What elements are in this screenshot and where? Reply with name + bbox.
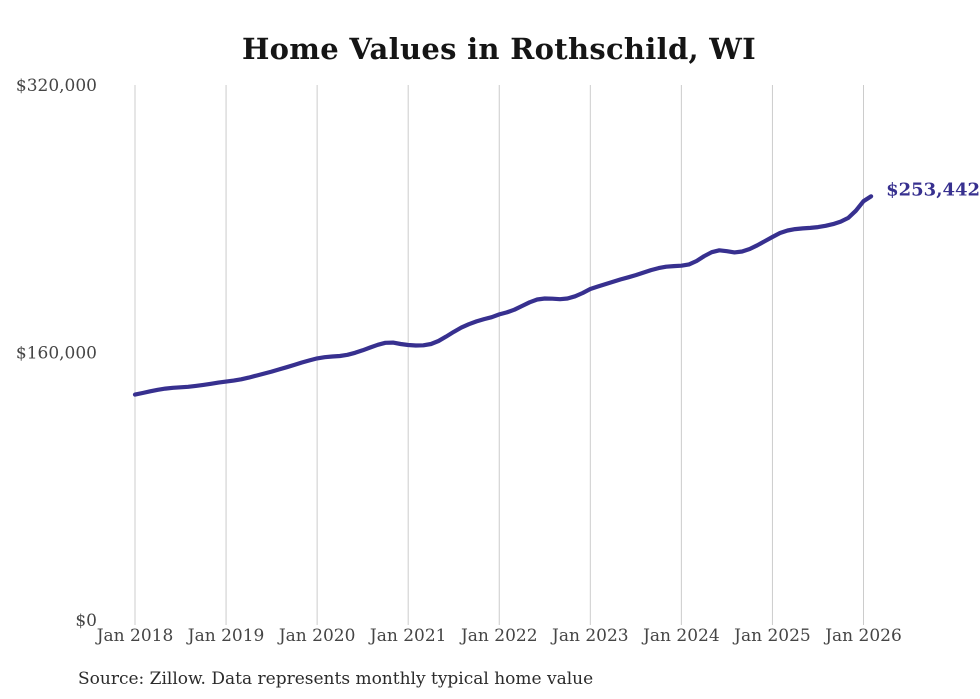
y-axis-label: $320,000 — [16, 76, 97, 96]
y-axis-label: $0 — [75, 611, 97, 631]
source-note: Source: Zillow. Data represents monthly … — [78, 669, 593, 689]
x-axis-label: Jan 2021 — [368, 626, 447, 646]
home-value-trend-line — [132, 194, 874, 397]
x-axis-label: Jan 2018 — [95, 626, 174, 646]
x-axis-label: Jan 2025 — [732, 626, 811, 646]
latest-value-label: $253,442 — [886, 179, 980, 200]
gridlines — [134, 85, 864, 625]
y-axis-labels: $0 $160,000 $320,000 — [16, 76, 97, 631]
chart-title: Home Values in Rothschild, WI — [241, 32, 757, 66]
x-axis-label: Jan 2022 — [459, 626, 538, 646]
x-axis-label: Jan 2026 — [823, 626, 902, 646]
x-axis-label: Jan 2023 — [550, 626, 629, 646]
x-axis-labels: Jan 2018 Jan 2019 Jan 2020 Jan 2021 Jan 2022… — [95, 626, 902, 646]
x-axis-label: Jan 2020 — [277, 626, 356, 646]
y-axis-label: $160,000 — [16, 344, 97, 364]
x-axis-label: Jan 2024 — [641, 626, 720, 646]
x-axis-label: Jan 2019 — [186, 626, 265, 646]
